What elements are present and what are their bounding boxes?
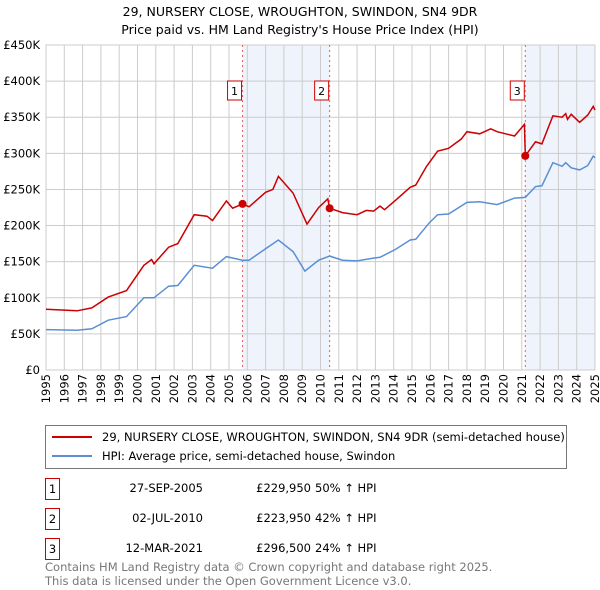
sale-point [238,199,247,208]
transaction-number: 1 [45,478,60,500]
x-tick-label: 2001 [149,374,163,403]
x-tick-label: 1995 [39,374,53,403]
transaction-date: 12-MAR-2021 [125,541,203,555]
footer-licence: This data is licensed under the Open Gov… [45,574,412,588]
y-tick-label: £450K [3,38,40,52]
transaction-price: £296,500 [256,541,311,555]
y-tick-label: £300K [3,146,40,160]
legend: 29, NURSERY CLOSE, WROUGHTON, SWINDON, S… [45,425,567,469]
transaction-price: £229,950 [256,481,311,495]
x-tick-label: 2016 [423,374,437,403]
x-tick-label: 2002 [167,374,181,403]
x-tick-label: 2015 [405,374,419,403]
x-tick-label: 2007 [259,374,273,403]
y-tick-label: £250K [3,182,40,196]
x-tick-label: 2012 [350,374,364,403]
transaction-number: 2 [45,508,60,530]
transaction-date: 02-JUL-2010 [132,511,203,525]
x-tick-label: 2006 [240,374,254,403]
x-tick-label: 2009 [295,374,309,403]
transaction-price: £223,950 [256,511,311,525]
x-tick-label: 2023 [551,374,565,403]
chart-plot: 1995 1996 1997 1998 1999 2000 2001 2002 2003 2004… [3,38,600,403]
sale-marker-box [509,80,525,101]
transaction-row: 1 27-SEP-2005 £229,950 50% ↑ HPI [45,478,445,500]
x-tick-label: 2024 [570,374,584,403]
transaction-row: 2 02-JUL-2010 £223,950 42% ↑ HPI [45,508,445,530]
legend-label: 29, NURSERY CLOSE, WROUGHTON, SWINDON, S… [102,430,565,444]
y-tick-label: £400K [3,74,40,88]
transaction-number: 3 [45,538,60,560]
sale-marker-label: 3 [514,85,521,98]
legend-item-property: 29, NURSERY CLOSE, WROUGHTON, SWINDON, S… [52,430,565,444]
x-tick-label: 2021 [515,374,529,403]
x-tick-label: 2004 [204,374,218,403]
footer-copyright: Contains HM Land Registry data © Crown c… [45,560,493,574]
x-tick-label: 2013 [368,374,382,403]
x-tick-label: 2014 [387,374,401,403]
shaded-range [525,45,595,370]
legend-label: HPI: Average price, semi-detached house,… [102,449,396,463]
sale-marker-label: 1 [231,85,238,98]
transaction-hpi: 42% ↑ HPI [315,511,377,525]
x-tick-label: 2005 [222,374,236,403]
x-tick-label: 1999 [112,374,126,403]
y-tick-label: £200K [3,219,40,233]
hpi-line [45,155,596,332]
sale-point [521,151,530,160]
y-tick-label: £0 [25,363,40,377]
x-tick-label: 2003 [185,374,199,403]
sale-marker-box [227,80,243,101]
x-tick-label: 2025 [588,374,600,403]
x-tick-label: 1998 [94,374,108,403]
x-tick-label: 2010 [314,374,328,403]
chart-title: 29, NURSERY CLOSE, WROUGHTON, SWINDON, S… [122,4,478,19]
x-tick-label: 1997 [76,374,90,403]
y-tick-label: £100K [3,291,40,305]
x-tick-label: 2000 [131,374,145,403]
price-paid-line [45,104,596,312]
x-tick-label: 2019 [478,374,492,403]
legend-swatch-blue [52,455,92,457]
transaction-date: 27-SEP-2005 [129,481,203,495]
y-tick-label: £50K [11,327,41,341]
x-tick-label: 2017 [442,374,456,403]
sale-marker-label: 2 [318,85,325,98]
sale-marker-box [314,80,330,101]
legend-item-hpi: HPI: Average price, semi-detached house,… [52,449,395,463]
plot-border [45,44,596,371]
transaction-row: 3 12-MAR-2021 £296,500 24% ↑ HPI [45,538,445,560]
chart-subtitle: Price paid vs. HM Land Registry's House … [121,22,479,37]
transaction-hpi: 50% ↑ HPI [315,481,377,495]
x-tick-label: 1996 [57,374,71,403]
x-tick-label: 2022 [533,374,547,403]
y-tick-label: £350K [3,110,40,124]
transaction-hpi: 24% ↑ HPI [315,541,377,555]
legend-swatch-red [52,436,92,438]
sale-point [325,204,334,213]
y-tick-label: £150K [3,255,40,269]
x-tick-label: 2018 [460,374,474,403]
x-tick-label: 2020 [497,374,511,403]
x-tick-label: 2011 [332,374,346,403]
x-tick-label: 2008 [277,374,291,403]
